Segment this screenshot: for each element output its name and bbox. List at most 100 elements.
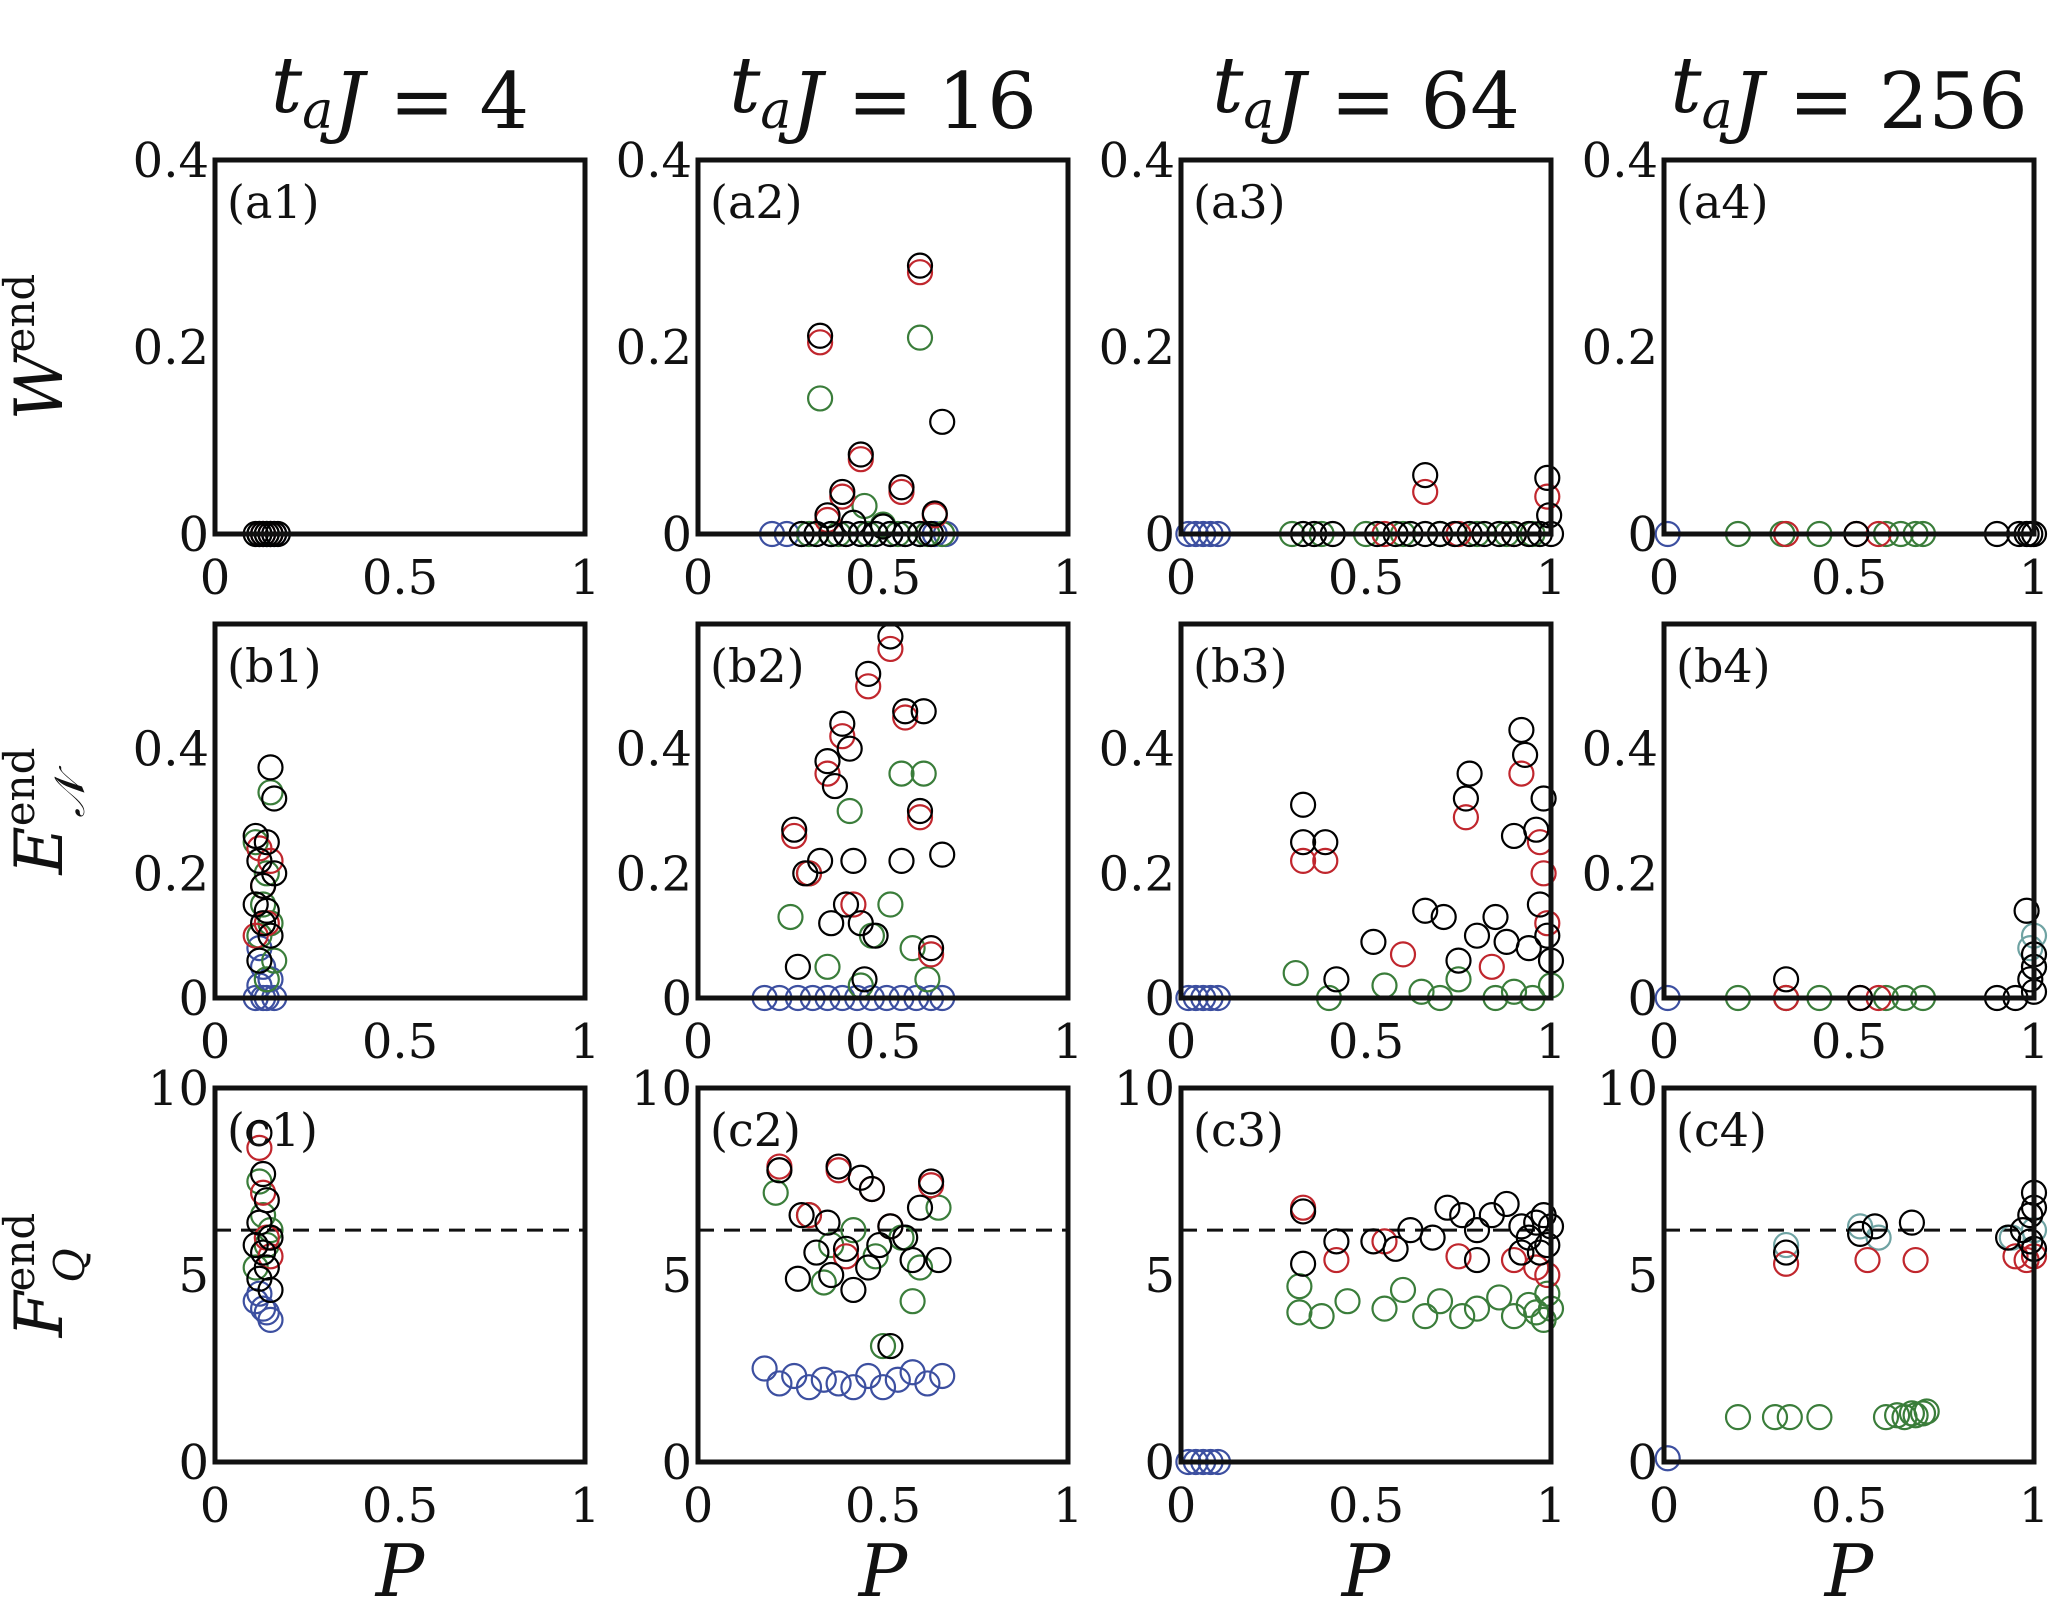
data-point [788,1202,815,1229]
panel-frame [1661,621,2037,1001]
data-point [1312,829,1339,856]
svg-text:Wend: Wend [0,274,78,421]
data-point [1902,1246,1929,1274]
y-tick-label: 0.2 [133,320,209,376]
data-point [1408,978,1435,1005]
data-point [1523,1299,1550,1326]
data-point [814,953,841,980]
data-point [825,1153,852,1180]
data-point [906,804,934,831]
data-point [814,748,841,775]
data-point [917,941,945,968]
series-green [1724,1398,1940,1431]
y-tick-label: 5 [178,1248,209,1304]
data-point [814,760,841,787]
panel-label: (a3) [1193,175,1286,229]
data-point [781,822,808,850]
data-point [1412,461,1439,489]
column-title-1: taJ = 4 [271,41,529,147]
panel-frame [212,1085,588,1465]
data-point [1530,785,1557,812]
data-point [836,735,863,762]
y-tick-label: 0.2 [133,846,209,902]
x-tick-label: 0.5 [362,1014,438,1070]
data-point [751,1355,778,1382]
series-green [777,760,941,999]
data-point [762,1179,789,1206]
x-tick-label: 0 [683,1014,714,1070]
x-tick-label: 0.5 [845,1478,921,1534]
panel-label: (a2) [710,175,803,229]
data-point [250,1239,277,1266]
y-tick-label: 0.2 [1582,846,1658,902]
x-tick-label: 0.5 [1811,550,1887,606]
data-point [806,322,834,349]
data-point [1534,922,1561,949]
data-point [840,1217,867,1244]
data-point [1334,1288,1361,1315]
data-point [1449,1303,1476,1330]
y-tick-label: 10 [148,1061,209,1117]
data-point [261,860,288,887]
data-point [836,797,863,825]
y-tick-label: 10 [631,1061,692,1117]
data-point [1445,1243,1472,1270]
x-tick-label: 0.5 [362,550,438,606]
data-point [1463,922,1491,949]
data-point [921,500,948,527]
panel-b1: (b1) 0 0.5 1 0 0.2 0.4 [133,621,600,1070]
data-point [810,1366,837,1393]
series-red [766,1153,945,1270]
data-point [929,1362,956,1390]
x-axis-label-1: P [374,1529,426,1613]
data-point [814,1209,841,1236]
panel-frame [212,621,588,1001]
data-point [784,953,812,980]
data-point [818,1261,845,1289]
data-point [1724,1404,1752,1431]
data-point [877,635,904,663]
panel-frame [1178,621,1554,1001]
data-point [1772,1250,1800,1277]
y-tick-label: 0 [1627,1435,1658,1491]
data-point [1515,935,1542,962]
data-point [1412,478,1439,506]
data-point [877,1332,904,1360]
data-point [1452,785,1480,812]
y-tick-label: 0 [1144,971,1175,1027]
y-tick-label: 5 [1627,1248,1658,1304]
data-point [1913,1398,1940,1425]
x-axis-label-4: P [1823,1529,1875,1613]
row-labels: Wend Eend𝒩 FendQ [0,274,94,1339]
data-point [862,922,889,949]
x-tick-label: 1 [1536,550,1567,606]
data-point [829,710,856,737]
data-point [250,891,277,918]
series-black [766,1153,952,1360]
data-point [1534,464,1561,491]
data-point [1534,910,1561,937]
series-blue [1654,1445,1681,1472]
data-point [1289,1198,1317,1225]
panel-frame [212,157,588,537]
panel-frame [1178,157,1554,537]
data-point [1445,966,1472,993]
data-point [1286,1299,1313,1326]
data-point [910,760,937,787]
panel-label: (a1) [227,175,320,229]
data-point [832,1243,860,1270]
x-tick-label: 1 [570,550,601,606]
data-point [1508,760,1535,787]
panel-b3: (b3) 0 0.5 1 0 0.2 0.4 [1099,621,1566,1070]
x-tick-label: 0 [1166,1014,1197,1070]
data-point [906,324,934,351]
data-point [906,797,934,825]
data-point [795,1374,823,1401]
row-label-2: Eend𝒩 [0,748,94,876]
data-point [906,252,934,279]
panels: (a1)0 0.5 100.20.4(a2)0 0.5 100.20.4(a3)0 0.5… [133,133,2050,1534]
data-point [1289,791,1317,818]
data-point [1282,959,1309,987]
